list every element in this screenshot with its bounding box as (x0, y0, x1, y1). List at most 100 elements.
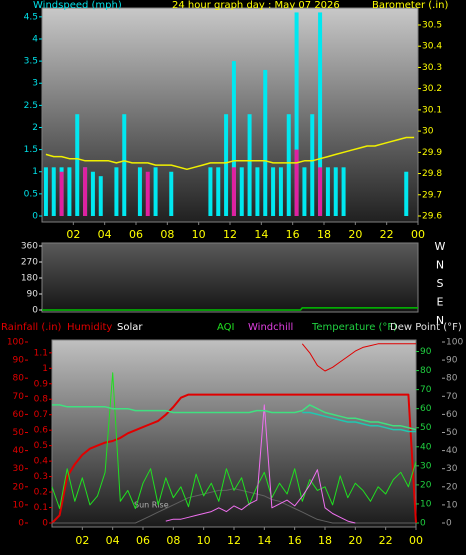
x-tick-label: 20 (348, 534, 362, 547)
bar (310, 114, 315, 216)
legend-entry: AQI (217, 322, 235, 333)
y-tick-label: 40 (420, 442, 432, 452)
bar (75, 114, 80, 216)
y-tick-label: 90 (27, 290, 39, 300)
y-tick-label: 0.1 (34, 503, 48, 513)
x-tick-label: 16 (286, 228, 300, 241)
y-tick-label: 0.8 (34, 395, 49, 405)
plot-area (41, 7, 419, 223)
series-line (42, 307, 418, 311)
y-tick-label: 0 (32, 212, 38, 222)
bar (122, 114, 127, 216)
x-tick-label: 02 (66, 228, 80, 241)
y-tick-label: 50 (420, 423, 432, 433)
y-tick-label: 0 (18, 519, 24, 529)
bar (271, 167, 276, 216)
x-tick-label: 04 (98, 228, 112, 241)
y-tick-label: 90 (13, 356, 25, 366)
bar (239, 167, 244, 216)
y-tick-label: 70 (446, 392, 458, 402)
legend-entry: Temperature (°F) (311, 322, 397, 333)
bar (208, 167, 213, 216)
bar (153, 167, 158, 216)
bar (404, 171, 409, 216)
plot-area (41, 242, 419, 313)
bar (333, 167, 338, 216)
y-tick-label: 90 (446, 356, 458, 366)
y-tick-label: 20 (446, 482, 458, 492)
bar (294, 12, 299, 216)
y-tick-label: 0.6 (34, 426, 49, 436)
x-tick-label: 18 (318, 534, 332, 547)
x-tick-label: 20 (348, 228, 362, 241)
series-line (302, 411, 416, 433)
bar (83, 167, 88, 216)
x-tick-label: 22 (380, 228, 394, 241)
y-tick-label: 70 (420, 385, 432, 395)
x-tick-label: 06 (129, 228, 143, 241)
y-tick-label: 0 (42, 519, 48, 529)
x-tick-label: 04 (106, 534, 120, 547)
bar (325, 167, 330, 216)
y-axis-label: Windspeed (mph) (33, 0, 122, 11)
compass-label: S (437, 277, 444, 290)
y-tick-label: 40 (13, 446, 25, 456)
y-tick-label: 4.5 (24, 12, 38, 22)
x-tick-label: 22 (379, 534, 393, 547)
y-tick-label: 0 (420, 519, 426, 529)
y-tick-label: 50 (446, 428, 458, 438)
bar (51, 167, 56, 216)
y-tick-label: 180 (21, 274, 38, 284)
x-tick-label: 10 (192, 228, 206, 241)
x-tick-label: 00 (409, 534, 423, 547)
x-tick-label: 08 (166, 534, 180, 547)
bar (67, 167, 72, 216)
y-tick-label: 0.5 (34, 441, 48, 451)
y-tick-label: 80 (420, 366, 432, 376)
y-tick-label: 30.4 (422, 42, 442, 52)
y-tick-label: 1 (32, 167, 38, 177)
series-line (165, 404, 356, 524)
bar (255, 167, 260, 216)
compass-label: N (436, 314, 444, 327)
y-tick-label: 100 (7, 338, 24, 348)
y-tick-label: 30 (446, 464, 458, 474)
y-tick-label: 60 (13, 410, 25, 420)
x-tick-label: 12 (223, 228, 237, 241)
y-tick-label: 30.2 (422, 84, 442, 94)
legend-entry: Rainfall (.in) (1, 322, 62, 333)
series-line (52, 404, 417, 431)
x-tick-label: 18 (317, 228, 331, 241)
y-tick-label: 50 (13, 428, 25, 438)
y-tick-label: 0.5 (24, 189, 38, 199)
y-tick-label: 29.6 (422, 212, 442, 222)
y-tick-label: 2 (32, 123, 38, 133)
y-tick-label: 3.5 (24, 57, 38, 67)
x-tick-label: 12 (227, 534, 241, 547)
y-tick-label: 30.5 (422, 20, 442, 30)
y-tick-label: 60 (420, 404, 432, 414)
x-tick-label: 10 (197, 534, 211, 547)
series-line (51, 372, 417, 509)
y-tick-label: 0.3 (34, 472, 48, 482)
y-tick-label: 10 (446, 500, 458, 510)
y-tick-label: 10 (420, 499, 432, 509)
bar (145, 171, 150, 216)
bar (59, 171, 64, 216)
compass-label: W (435, 240, 446, 253)
y-tick-label: 90 (420, 347, 432, 357)
y-tick-label: 29.7 (422, 190, 442, 200)
y-tick-label: 270 (21, 258, 38, 268)
y-tick-label: 0.4 (34, 457, 49, 467)
bar (43, 167, 48, 216)
bar (247, 114, 252, 216)
y-tick-label: 60 (446, 410, 458, 420)
x-tick-label: 16 (288, 534, 302, 547)
series-line (45, 136, 415, 171)
y-tick-label: 30 (13, 464, 25, 474)
bar (263, 69, 268, 216)
bar (169, 171, 174, 216)
y-tick-label: 70 (13, 392, 25, 402)
